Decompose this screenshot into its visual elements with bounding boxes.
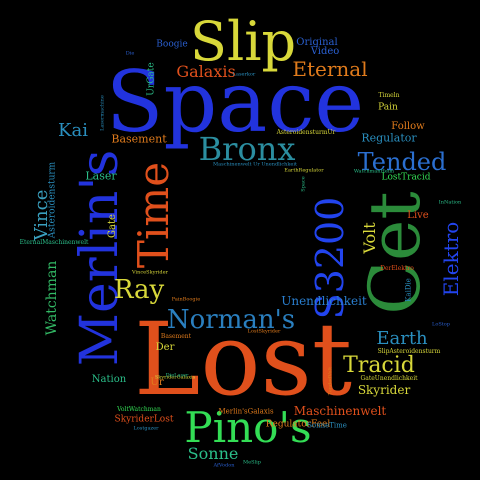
word-lostop: LoStop xyxy=(432,321,450,328)
word-ray: Ray xyxy=(113,275,165,305)
word-ur: Ur xyxy=(150,377,164,388)
word-der: Der xyxy=(155,342,175,353)
word-kai: Kai xyxy=(58,120,88,141)
word-kaidie: KaiDie xyxy=(404,278,413,302)
word-unendlichkeit: Unendlichkeit xyxy=(281,294,367,308)
word-norman-s: Norman's xyxy=(166,305,296,335)
word-original: Original xyxy=(296,37,338,48)
word-sonne: Sonne xyxy=(187,444,239,463)
word-boogie: Boogie xyxy=(156,39,188,50)
word-gateunendlichkeit: GateUnendlichkeit xyxy=(360,375,418,382)
word-pain: Pain xyxy=(378,102,398,113)
word-skyrider: Skyrider xyxy=(357,383,411,397)
word-painboogie: PainBoogie xyxy=(171,296,201,303)
word-merlin-sgalaxis: Merlin'sGalaxis xyxy=(218,407,274,416)
word-asteroidensturm: Asteroidensturm xyxy=(47,161,58,239)
word-follow: Follow xyxy=(391,121,425,132)
word-tended: Tended xyxy=(357,148,447,176)
word-eternalmaschinenwelt: EternalMaschinenwelt xyxy=(19,239,89,246)
word-timeln: Timeln xyxy=(378,92,400,99)
word-asteroidensturmur: AsteroidensturmUr xyxy=(276,129,336,136)
word-time: Time xyxy=(129,161,178,269)
word-basement: Basement xyxy=(111,132,167,146)
word-basement: Basement xyxy=(160,333,192,340)
word-earthregulator: EarthRegulator xyxy=(284,167,324,174)
word-lostgazer: Lostgazer xyxy=(133,425,159,432)
word-voltwatchman: VoltWatchman xyxy=(117,406,161,413)
word-skyriderlost: SkyriderLost xyxy=(114,414,174,425)
word-innation: InNation xyxy=(438,199,462,206)
word-earth: Earth xyxy=(376,328,428,349)
word-eternal: Eternal xyxy=(292,57,368,81)
word-tracid: Tracid xyxy=(343,353,415,378)
word-pino-s: Pino's xyxy=(184,403,312,452)
word-gate: Gate xyxy=(107,214,118,238)
word-regulator: Regulator xyxy=(361,131,417,145)
word-lasermachine: Lasermachine xyxy=(99,95,106,131)
word-sonnetime: SonneTime xyxy=(307,421,347,430)
word-derelektro: DerElektro xyxy=(380,265,414,272)
word-slipasteroidensturm: SlipAsteroidensturm xyxy=(377,348,441,355)
word-nation: Nation xyxy=(91,374,127,385)
word-maschinenwelt: Maschinenwelt xyxy=(293,404,387,418)
word-skyridergalaxis: SkyriderGalaxis xyxy=(154,374,196,381)
word-galaxis: Galaxis xyxy=(176,62,236,81)
word-meslip: MeSlip xyxy=(243,459,261,466)
word-maschinenwelt-ur-unendlichkeit: Maschinenwelt Ur Unendlichkeit xyxy=(213,161,297,168)
word-space: Space xyxy=(300,176,307,192)
word-watchman: Watchman xyxy=(44,260,60,336)
word-watchmanheim: WatchmanHeim xyxy=(353,168,395,175)
word-losttracid: LostTracid xyxy=(381,172,431,183)
word-volt: Volt xyxy=(360,222,379,254)
word-afvodon: AfVodon xyxy=(213,462,235,469)
word-lost: Lost xyxy=(133,301,353,418)
word-regulatorfeel: RegulatorFeel xyxy=(265,419,331,430)
word-elektro: Elektro xyxy=(439,221,463,297)
word-video: Video xyxy=(310,46,340,57)
word-tendedvolt: TendedVolt xyxy=(327,366,334,396)
word-live: Live xyxy=(407,210,429,221)
word-vinceskyrider: VinceSkyrider xyxy=(132,269,168,276)
word-slip: Slip xyxy=(189,10,297,73)
word-space: Space xyxy=(105,53,365,151)
word-urgate: UrGate xyxy=(146,62,157,96)
word-laserkor: Laserkor xyxy=(232,71,256,78)
word-lostskyrider: LostSkyrider xyxy=(247,328,281,335)
word-bronx: Bronx xyxy=(198,130,296,168)
word-laser: Laser xyxy=(85,169,117,183)
word-dielaser: DieLaser xyxy=(165,372,189,379)
word-die: Die xyxy=(125,50,135,57)
